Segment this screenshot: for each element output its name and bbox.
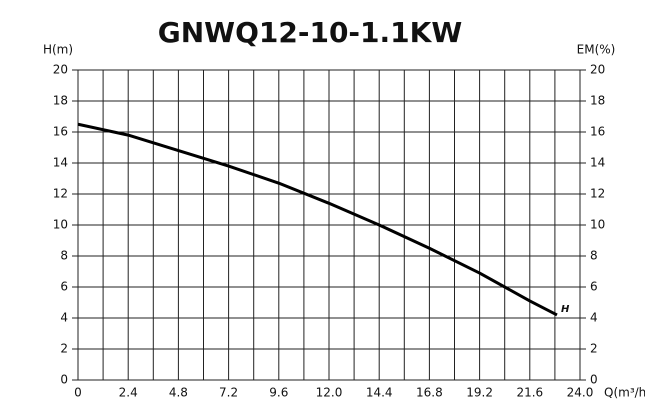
y-tick-label: 0 <box>60 373 68 387</box>
x-tick-label: 9.6 <box>269 386 288 400</box>
curve-label: H <box>561 304 570 315</box>
y2-tick-label: 4 <box>590 311 598 325</box>
y2-tick-label: 10 <box>590 218 605 232</box>
y-tick-label: 2 <box>60 342 68 356</box>
y-tick-label: 4 <box>60 311 68 325</box>
y-tick-label: 12 <box>53 187 68 201</box>
x-tick-label: 7.2 <box>219 386 238 400</box>
y2-tick-label: 6 <box>590 280 598 294</box>
y-tick-label: 8 <box>60 249 68 263</box>
x-tick-label: 19.2 <box>466 386 493 400</box>
y-tick-label: 16 <box>53 125 68 139</box>
y2-tick-label: 2 <box>590 342 598 356</box>
y2-tick-label: 16 <box>590 125 605 139</box>
y-tick-label: 10 <box>53 218 68 232</box>
y-tick-label: 18 <box>53 94 68 108</box>
y2-tick-label: 8 <box>590 249 598 263</box>
y-tick-label: 14 <box>53 156 68 170</box>
y2-tick-label: 14 <box>590 156 605 170</box>
chart-title: GNWQ12-10-1.1KW <box>158 16 463 49</box>
y-tick-label: 20 <box>53 63 68 77</box>
x-tick-label: 21.6 <box>516 386 543 400</box>
y2-tick-label: 20 <box>590 63 605 77</box>
y2-tick-label: 12 <box>590 187 605 201</box>
x-axis-label: Q(m³/h) <box>604 386 645 400</box>
x-tick-label: 2.4 <box>119 386 138 400</box>
y2-tick-label: 18 <box>590 94 605 108</box>
y-axis-label: H(m) <box>43 43 73 57</box>
x-tick-label: 12.0 <box>316 386 343 400</box>
x-tick-label: 0 <box>74 386 82 400</box>
x-tick-label: 4.8 <box>169 386 188 400</box>
x-tick-label: 14.4 <box>366 386 393 400</box>
x-tick-label: 24.0 <box>567 386 594 400</box>
y2-axis-label: EM(%) <box>577 43 616 57</box>
curve <box>77 122 558 317</box>
x-tick-label: 16.8 <box>416 386 443 400</box>
y-tick-label: 6 <box>60 280 68 294</box>
y2-tick-label: 0 <box>590 373 598 387</box>
